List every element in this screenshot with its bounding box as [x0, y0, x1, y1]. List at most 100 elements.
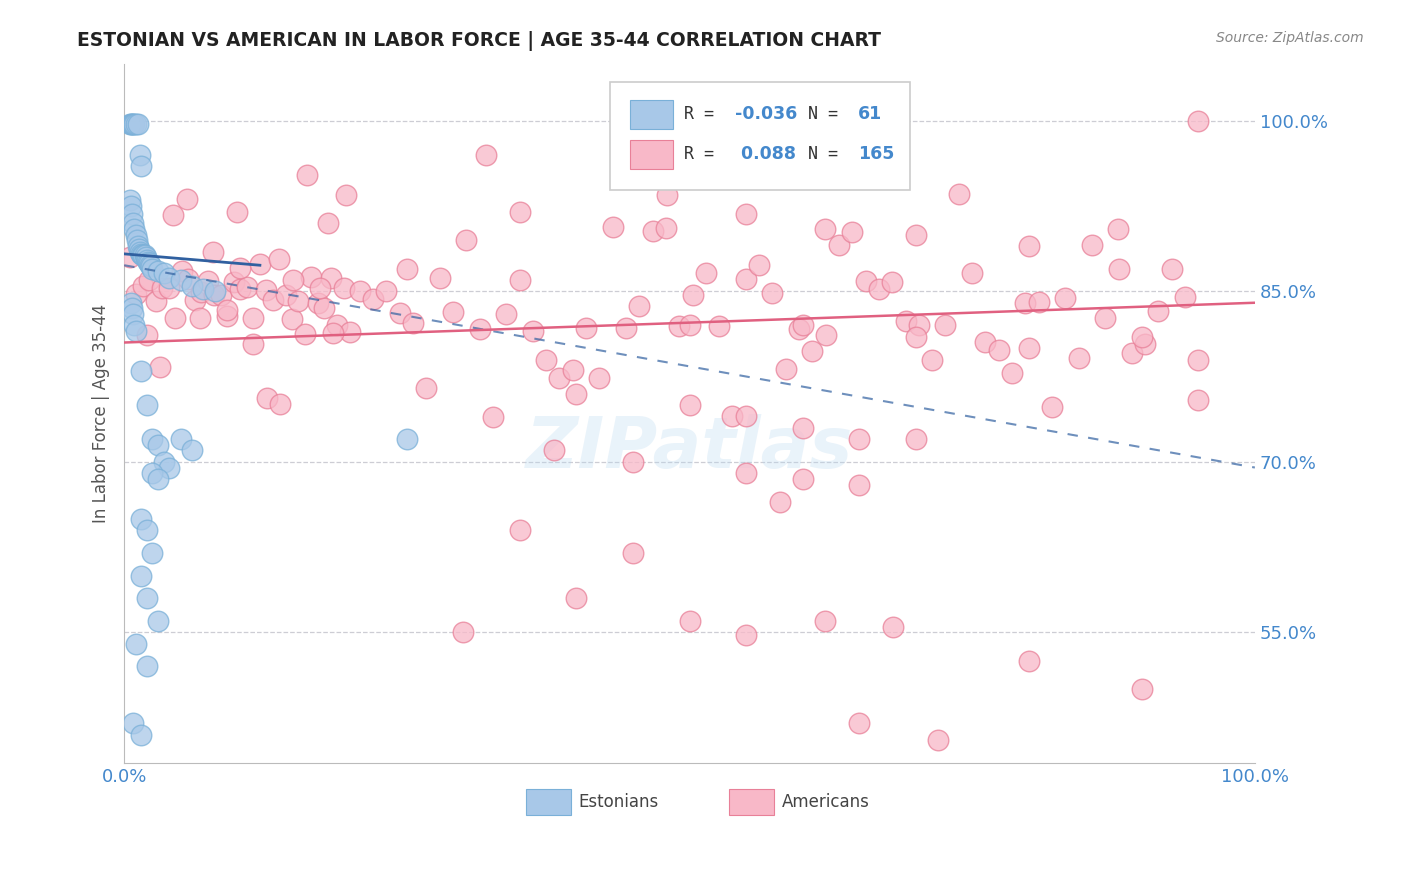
Point: [204, 285, 226, 299]
Text: ZIPatlas: ZIPatlas: [526, 414, 853, 483]
Point: [127, 117, 149, 131]
Point: [1014, 296, 1036, 310]
Point: [301, 270, 323, 285]
Point: [1160, 261, 1182, 276]
Bar: [526, 789, 571, 815]
Point: [124, 318, 146, 333]
Point: [159, 270, 181, 285]
Point: [841, 225, 863, 239]
Text: Americans: Americans: [782, 793, 870, 811]
Point: [395, 432, 418, 446]
Point: [709, 318, 731, 333]
Point: [614, 321, 637, 335]
Point: [146, 438, 169, 452]
Point: [792, 472, 814, 486]
Point: [146, 472, 169, 486]
Point: [904, 330, 927, 344]
Point: [934, 318, 956, 332]
Point: [769, 494, 792, 508]
Point: [242, 311, 264, 326]
Point: [181, 278, 204, 293]
Point: [801, 344, 824, 359]
Point: [249, 257, 271, 271]
Point: [415, 381, 437, 395]
Point: [141, 261, 163, 276]
Bar: [630, 100, 672, 129]
Point: [908, 318, 931, 333]
Point: [848, 716, 870, 731]
Point: [118, 250, 141, 264]
Point: [129, 364, 152, 378]
Point: [1187, 114, 1209, 128]
Point: [1081, 238, 1104, 252]
Point: [121, 301, 143, 316]
Point: [129, 159, 152, 173]
Point: [176, 192, 198, 206]
Point: [960, 266, 983, 280]
Point: [274, 287, 297, 301]
Point: [575, 321, 598, 335]
Point: [281, 311, 304, 326]
Point: [333, 280, 356, 294]
Point: [125, 287, 148, 301]
Point: [987, 343, 1010, 358]
Point: [131, 248, 153, 262]
Point: [129, 568, 152, 582]
Point: [183, 293, 205, 307]
Point: [543, 443, 565, 458]
Point: [453, 625, 475, 640]
Point: [118, 194, 141, 208]
Bar: [630, 139, 672, 169]
Point: [792, 318, 814, 333]
Point: [128, 243, 150, 257]
Point: [1133, 337, 1156, 351]
Point: [141, 467, 163, 481]
Point: [921, 352, 943, 367]
Point: [678, 318, 700, 333]
Point: [222, 275, 245, 289]
Point: [319, 270, 342, 285]
Point: [948, 186, 970, 201]
Point: [335, 188, 357, 202]
Text: N =: N =: [808, 105, 848, 123]
Point: [1094, 310, 1116, 325]
Point: [121, 117, 143, 131]
Point: [1067, 351, 1090, 366]
Point: [129, 148, 152, 162]
Point: [314, 301, 336, 316]
Point: [655, 187, 678, 202]
Point: [1018, 654, 1040, 668]
Point: [229, 282, 252, 296]
Point: [124, 637, 146, 651]
Point: [170, 264, 193, 278]
Point: [135, 398, 157, 412]
Point: [120, 295, 142, 310]
Point: [565, 386, 588, 401]
Point: [135, 252, 157, 267]
Point: [1018, 341, 1040, 355]
Point: [209, 287, 232, 301]
Point: [316, 216, 339, 230]
Point: [721, 409, 744, 424]
Point: [120, 117, 142, 131]
Point: [868, 282, 890, 296]
Point: [628, 300, 651, 314]
Point: [129, 511, 152, 525]
Point: [127, 239, 149, 253]
Text: N =: N =: [808, 145, 848, 163]
Point: [146, 264, 169, 278]
Point: [565, 591, 588, 606]
Point: [136, 255, 159, 269]
Point: [792, 421, 814, 435]
Text: -0.036: -0.036: [735, 105, 797, 123]
Point: [197, 274, 219, 288]
Point: [588, 371, 610, 385]
Point: [761, 285, 783, 300]
Point: [456, 233, 478, 247]
Point: [326, 318, 349, 332]
Point: [1108, 222, 1130, 236]
Point: [509, 273, 531, 287]
Point: [375, 284, 398, 298]
Point: [775, 362, 797, 376]
Point: [621, 546, 644, 560]
